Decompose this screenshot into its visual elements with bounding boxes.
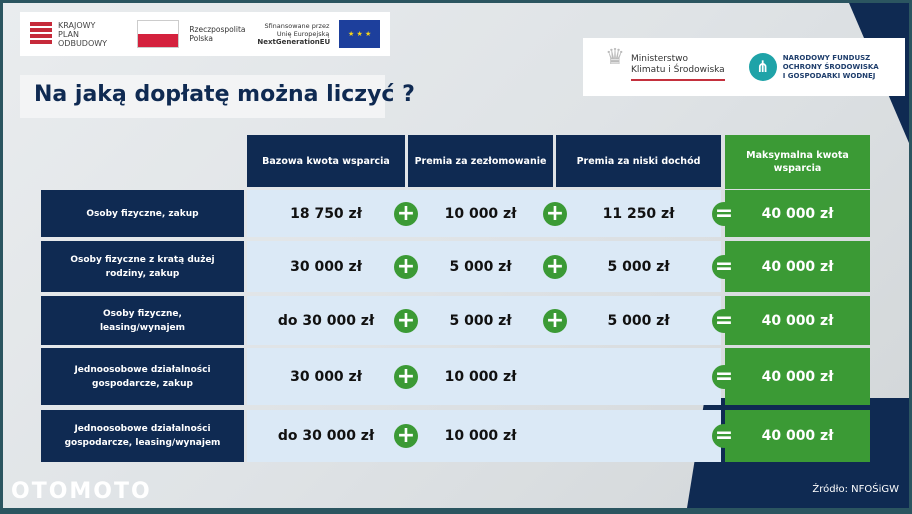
plus-icon: +: [543, 201, 567, 226]
row-label: Jednoosobowe działalności gospodarcze, z…: [41, 348, 244, 405]
equals-icon: =: [712, 254, 736, 279]
scrap-bonus: 5 000 zł: [449, 258, 512, 275]
row-label: Osoby fizyczne z kratą dużej rodziny, za…: [41, 241, 244, 292]
kpo-text: ODBUDOWY: [58, 38, 108, 48]
max-amount: 40 000 zł: [725, 190, 870, 237]
eu-logo-text: Sfinansowane przez Unię Europejską NextGen…: [257, 22, 331, 46]
low-income-bonus: 11 250 zł: [602, 205, 675, 222]
ministry-logos: ♛ Ministerstwo Klimatu i Środowiska ⋔ NAR…: [583, 38, 905, 96]
base-amount: do 30 000 zł: [277, 312, 375, 329]
kpo-icon: [30, 22, 52, 46]
header-base: Bazowa kwota wsparcia: [247, 135, 405, 187]
table-row: [247, 348, 721, 405]
nf-text: I GOSPODARKI WODNEJ: [782, 71, 876, 80]
polish-flag-icon: [136, 20, 180, 48]
source-note: Źródło: NFOŚiGW: [812, 484, 899, 495]
mkis-text: Klimatu i Środowiska: [631, 64, 725, 75]
eu-text: Unię Europejską: [276, 30, 330, 38]
header-low-income: Premia za niski dochód: [556, 135, 721, 187]
otomoto-watermark: OTOMOTO: [11, 479, 152, 504]
max-amount: 40 000 zł: [725, 348, 870, 405]
low-income-bonus: 5 000 zł: [607, 258, 670, 275]
eu-text: Sfinansowane przez: [264, 22, 330, 30]
scrap-bonus: 10 000 zł: [444, 428, 517, 444]
plus-icon: +: [394, 424, 418, 448]
plus-icon: +: [394, 308, 418, 333]
header-max: Maksymalna kwota wsparcia: [725, 135, 870, 189]
plus-icon: +: [394, 254, 418, 279]
table-row: [247, 241, 721, 292]
max-amount: 40 000 zł: [725, 410, 870, 462]
nfosigw-icon: ⋔: [748, 53, 777, 81]
slide: KRAJOWY PLAN ODBUDOWY Rzeczpospolita Polska…: [3, 3, 909, 508]
eagle-icon: ♛: [605, 45, 625, 70]
base-amount: 18 750 zł: [290, 205, 362, 222]
base-amount: 30 000 zł: [290, 368, 362, 385]
row-label: Jednoosobowe działalności gospodarcze, l…: [41, 410, 244, 462]
scrap-bonus: 5 000 zł: [449, 312, 512, 329]
kpo-text: PLAN: [58, 29, 79, 39]
mkis-text: Ministerstwo: [631, 53, 689, 64]
plus-icon: +: [543, 254, 567, 279]
page-title: Na jaką dopłatę można liczyć ?: [20, 75, 415, 118]
equals-icon: =: [712, 308, 736, 333]
eu-text: NextGenerationEU: [257, 38, 331, 46]
equals-icon: =: [712, 424, 736, 448]
nf-text: NARODOWY FUNDUSZ: [782, 53, 871, 62]
low-income-bonus: 5 000 zł: [607, 312, 670, 329]
plus-icon: +: [394, 201, 418, 226]
header-scrap: Premia za zezłomowanie: [408, 135, 553, 187]
table-row: [247, 410, 721, 462]
eu-flag-icon: ★ ★ ★: [339, 20, 380, 48]
nfosigw-logo: ⋔ NARODOWY FUNDUSZ OCHRONY ŚRODOWISKA I GO…: [748, 53, 879, 81]
kpo-logo: KRAJOWY PLAN ODBUDOWY: [30, 21, 127, 48]
max-amount: 40 000 zł: [725, 296, 870, 345]
table-row: [247, 296, 721, 345]
max-amount: 40 000 zł: [725, 241, 870, 292]
equals-icon: =: [712, 364, 736, 389]
funding-logos: KRAJOWY PLAN ODBUDOWY Rzeczpospolita Polska…: [20, 12, 390, 56]
rp-logo: Rzeczpospolita Polska: [189, 25, 247, 43]
equals-icon: =: [712, 201, 736, 226]
table-row: [247, 190, 721, 237]
kpo-text: KRAJOWY: [58, 20, 96, 30]
row-label: Osoby fizyczne, zakup: [41, 190, 244, 237]
row-label: Osoby fizyczne, leasing/wynajem: [41, 296, 244, 345]
rp-text: Rzeczpospolita: [189, 25, 246, 34]
mkis-logo: ♛ Ministerstwo Klimatu i Środowiska: [603, 45, 725, 82]
plus-icon: +: [543, 308, 567, 333]
scrap-bonus: 10 000 zł: [444, 205, 517, 222]
scrap-bonus: 10 000 zł: [444, 368, 517, 385]
nf-text: OCHRONY ŚRODOWISKA: [782, 62, 879, 71]
base-amount: 30 000 zł: [290, 258, 362, 275]
base-amount: do 30 000 zł: [277, 428, 375, 444]
rp-text: Polska: [189, 34, 213, 43]
plus-icon: +: [394, 364, 418, 389]
